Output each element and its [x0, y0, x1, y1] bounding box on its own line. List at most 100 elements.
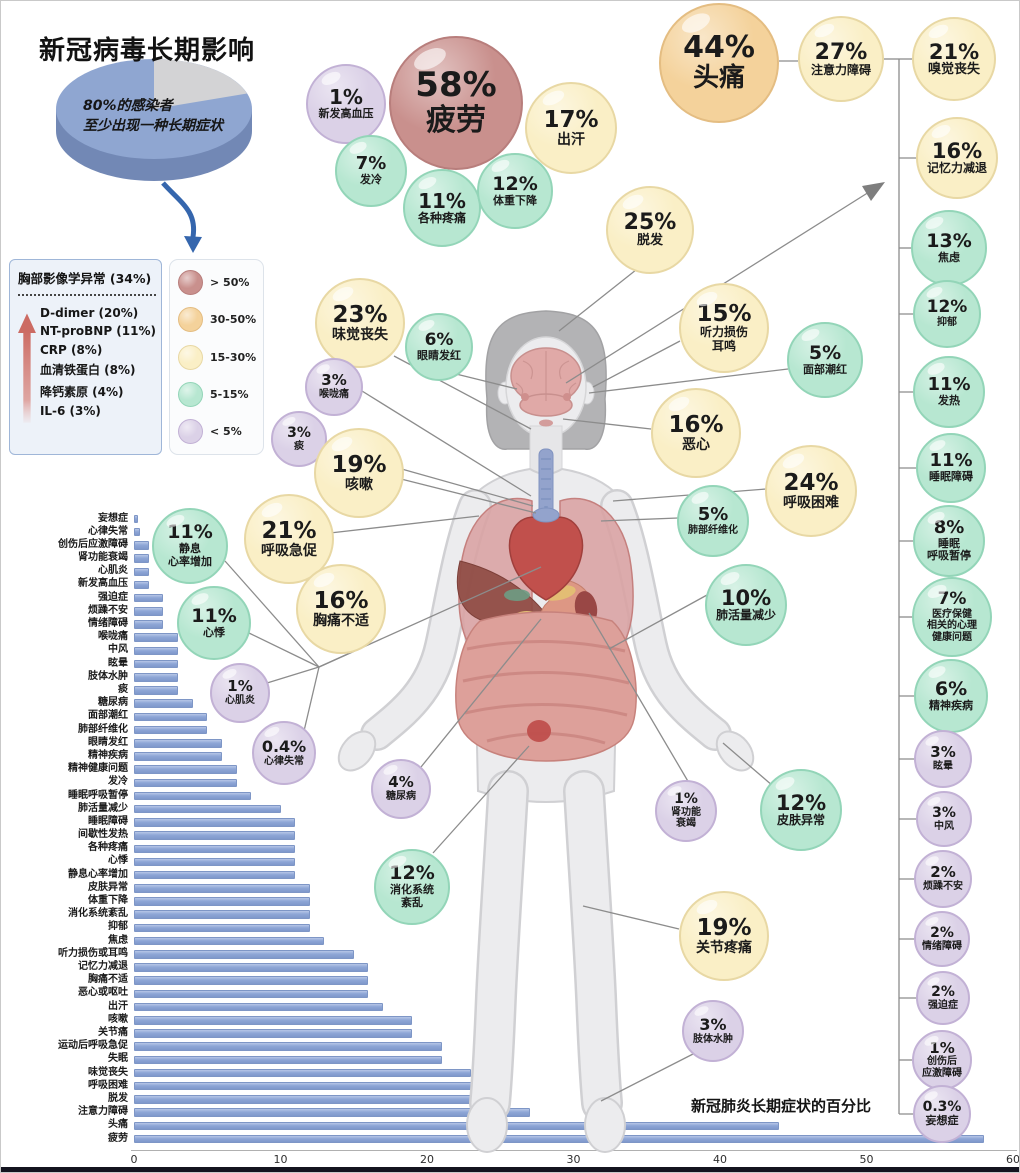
symptom-bubble: 7% 发冷: [335, 135, 407, 207]
bar-category-label: 运动后呼吸急促: [58, 1040, 128, 1052]
bubble-label: 皮肤异常: [776, 813, 825, 828]
bar: [134, 884, 310, 893]
bubble-percent: 12%: [492, 172, 538, 195]
bubble-label: 头痛: [692, 62, 745, 93]
bubble-percent: 8%: [933, 516, 965, 538]
x-axis-tick-label: 0: [130, 1153, 138, 1166]
bubble-label: 关节疼痛: [696, 940, 752, 957]
bubble-label: 心肌炎: [225, 695, 255, 707]
up-arrow-icon: [18, 313, 36, 423]
lab-item: D-dimer (20%): [39, 305, 139, 320]
symptom-bubble: 21% 嗅觉丧失: [912, 17, 996, 101]
legend-row: > 50%: [178, 270, 255, 295]
legend-row: < 5%: [178, 419, 255, 444]
bubble-percent: 2%: [930, 924, 954, 941]
arms: [360, 489, 732, 751]
lab-item: IL-6 (3%): [39, 404, 101, 418]
bubble-label: 肾功能 衰竭: [671, 806, 701, 830]
foot-left: [466, 1097, 508, 1153]
bubble-percent: 19%: [696, 914, 752, 941]
bubble-label: 味觉丧失: [332, 327, 388, 344]
bubble-label: 各种疼痛: [417, 210, 466, 225]
pie-label-line2: 至少出现一种长期症状: [83, 117, 223, 134]
x-axis-tick-label: 50: [859, 1153, 874, 1166]
trachea-rings: [541, 458, 551, 520]
bubble-percent: 2%: [931, 983, 955, 1000]
x-axis-tick-label: 30: [566, 1153, 581, 1166]
bar-category-label: 心悸: [108, 855, 128, 867]
bar: [134, 739, 222, 748]
gallbladder: [504, 589, 530, 601]
pie-label: 80%的感染者 至少出现一种长期症状: [83, 97, 223, 136]
bubble-label: 呼吸困难: [783, 495, 839, 512]
bubble-label: 中风: [934, 820, 954, 832]
bar-category-label: 恶心或呕吐: [78, 987, 128, 999]
x-axis-tick-label: 10: [273, 1153, 288, 1166]
bubble-percent: 23%: [332, 301, 388, 328]
bar: [134, 831, 296, 840]
bubble-label: 胸痛不适: [313, 613, 369, 630]
symptom-bubble: 3% 眩晕: [914, 730, 972, 788]
bar-category-label: 中风: [108, 644, 128, 656]
bubble-label: 咳嗽: [345, 477, 373, 494]
legend-row: 15-30%: [178, 344, 256, 370]
bar: [134, 541, 149, 550]
bar: [134, 791, 252, 801]
bubble-percent: 2%: [930, 863, 956, 882]
bubble-label: 脱发: [636, 233, 663, 249]
lab-items-list: D-dimer (20%) NT-proBNP (11%) CRP (8%) 血清铁蛋…: [36, 301, 156, 436]
bubble-label: 情绪障碍: [922, 940, 962, 952]
bar: [134, 963, 369, 972]
bar-category-label: 关节痛: [98, 1026, 128, 1038]
bar: [134, 765, 237, 774]
foot-right: [584, 1097, 626, 1153]
bar-category-label: 精神疾病: [88, 749, 128, 761]
bubble-label: 呼吸急促: [261, 543, 317, 560]
chart-caption: 新冠肺炎长期症状的百分比: [690, 1097, 871, 1115]
bubble-percent: 6%: [934, 677, 968, 700]
symptom-bubble: 58% 疲劳: [389, 36, 523, 170]
bubble-label: 肺活量减少: [715, 608, 776, 623]
bubble-label: 体重下降: [493, 193, 537, 207]
bubble-label: 糖尿病: [386, 791, 416, 803]
legend-label: < 5%: [210, 425, 242, 438]
uterus: [527, 720, 551, 742]
pie-arrow: [161, 181, 197, 238]
bar-category-label: 记忆力减退: [78, 961, 128, 972]
bar-category-label: 头痛: [108, 1119, 128, 1131]
bubble-label: 发热: [938, 394, 960, 408]
lab-item: NT-proBNP (11%): [39, 324, 156, 338]
bar: [134, 897, 310, 906]
legend-row: 30-50%: [178, 307, 256, 333]
pie-chart: [56, 59, 252, 181]
bottom-border-band: [1, 1167, 1019, 1172]
bubble-label: 记忆力减退: [926, 161, 987, 176]
symptom-bubble: 0.3% 妄想症: [913, 1085, 971, 1143]
bar: [134, 778, 237, 788]
bubble-label: 医疗保健 相关的心理 健康问题: [927, 608, 977, 643]
symptom-bubble: 3% 中风: [916, 791, 972, 847]
symptom-bubble: 1% 新发高血压: [306, 64, 386, 144]
bar: [134, 593, 164, 603]
bubble-percent: 1%: [329, 85, 363, 110]
bar-category-label: 睡眠障碍: [88, 815, 128, 827]
legend-row: 5-15%: [178, 381, 255, 407]
bubble-label: 新发高血压: [318, 107, 374, 121]
symptom-bubble: 11% 各种疼痛: [403, 169, 481, 247]
bar: [134, 844, 296, 854]
bubble-label: 消化系统 紊乱: [390, 883, 434, 909]
symptom-bubble: 5% 肺部纤维化: [677, 485, 749, 557]
arrowhead-to-column: [862, 182, 885, 201]
brain: [510, 347, 582, 427]
symptom-bubble: 6% 精神疾病: [914, 659, 988, 733]
bubble-percent: 1%: [929, 1038, 955, 1057]
bubble-percent: 7%: [355, 153, 387, 175]
bar-category-label: 静息心率增加: [68, 868, 128, 880]
symptom-bubble: 1% 创伤后 应激障碍: [912, 1030, 972, 1090]
bar-category-label: 胸痛不适: [88, 974, 128, 986]
lab-panel-header: 胸部影像学异常 (34%): [18, 268, 156, 296]
symptom-bubble: 13% 焦虑: [911, 210, 987, 286]
bar: [134, 673, 178, 682]
symptom-bubble: 11% 心悸: [177, 586, 251, 660]
bubble-label: 焦虑: [938, 250, 960, 264]
